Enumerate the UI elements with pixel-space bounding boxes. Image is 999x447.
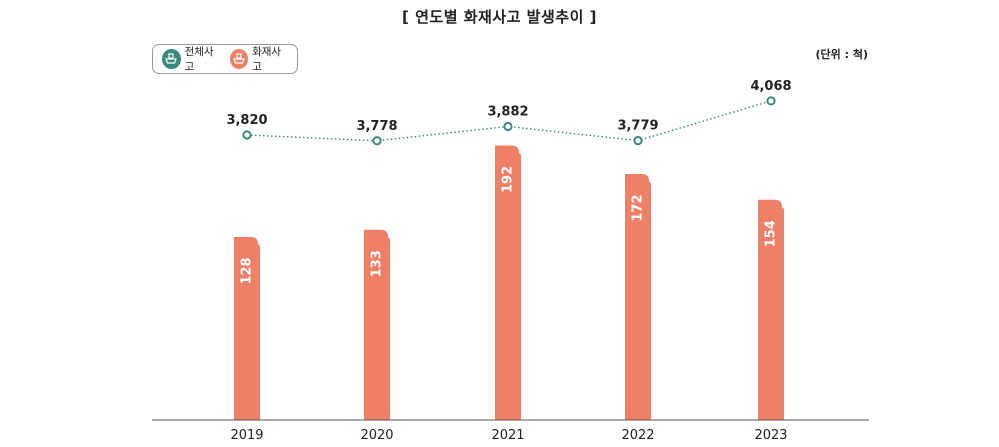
line-value-label: 3,779 xyxy=(617,119,658,134)
x-tick-label: 2020 xyxy=(360,428,393,443)
bar xyxy=(758,199,784,420)
legend-label-fire: 화재사고 xyxy=(252,46,282,73)
line-value-label: 3,820 xyxy=(226,113,267,128)
bar-value-label: 154 xyxy=(764,220,779,247)
bar xyxy=(234,236,260,420)
ship-icon xyxy=(229,49,249,69)
x-tick-label: 2021 xyxy=(491,428,524,443)
x-tick-label: 2022 xyxy=(621,428,654,443)
bar xyxy=(625,174,651,420)
line-point xyxy=(766,96,776,106)
legend-item-total: 전체사고 xyxy=(162,44,221,74)
bar-value-label: 133 xyxy=(370,250,385,277)
bar xyxy=(495,145,521,420)
line-point xyxy=(633,136,643,146)
ship-icon xyxy=(162,49,181,69)
line-point xyxy=(242,130,252,140)
line-point xyxy=(503,121,513,132)
line-point xyxy=(372,136,382,146)
bar-value-label: 172 xyxy=(631,194,646,221)
bar xyxy=(364,229,390,420)
bar-value-label: 192 xyxy=(501,166,516,193)
x-tick-label: 2023 xyxy=(754,428,787,443)
line-value-label: 3,778 xyxy=(356,119,397,134)
unit-label: (단위 : 척) xyxy=(815,48,868,61)
line-value-label: 3,882 xyxy=(487,104,528,119)
line-value-label: 4,068 xyxy=(750,79,791,94)
x-tick-label: 2019 xyxy=(230,428,263,443)
legend-label-total: 전체사고 xyxy=(184,46,214,73)
bar-value-label: 128 xyxy=(240,257,255,284)
chart-title: [ 연도별 화재사고 발생추이 ] xyxy=(402,8,597,26)
legend-item-fire: 화재사고 xyxy=(229,44,289,74)
legend: 전체사고 화재사고 xyxy=(152,44,298,74)
